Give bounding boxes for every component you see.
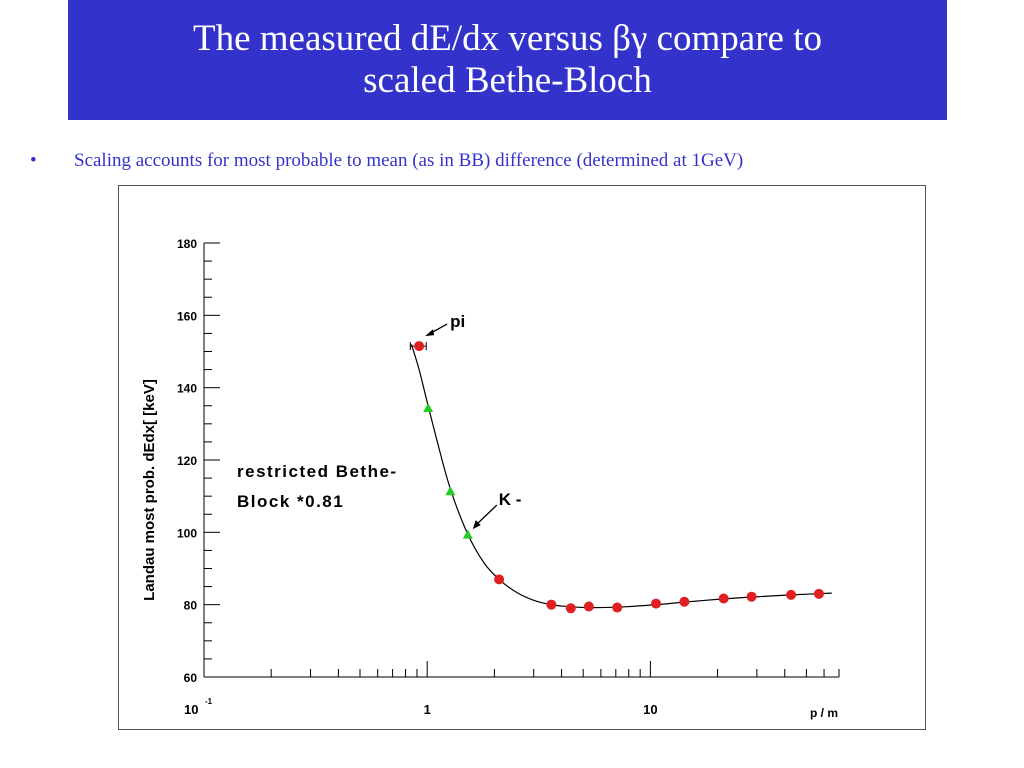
- kaon-arrow: [474, 504, 498, 527]
- curve-annotation-line-2: Block *0.81: [237, 492, 344, 511]
- x-tick-label: 10: [643, 702, 657, 717]
- pion-data-point: [813, 588, 824, 599]
- y-tick-label: 180: [177, 237, 197, 251]
- dedx-plot: 60 80 100 120 140 160 180 10 -1 1 10 pi K - restrict…: [141, 237, 840, 720]
- pion-data-point: [679, 596, 690, 607]
- y-tick-label: 140: [177, 382, 197, 396]
- kaon-data-point: [423, 403, 434, 413]
- y-tick-label: 120: [177, 454, 197, 468]
- pion-data-point: [612, 602, 623, 613]
- pion-data-point: [546, 599, 557, 610]
- y-axis-label: Landau most prob. dEdx[ [keV]: [141, 379, 158, 601]
- y-tick-label: 100: [177, 526, 197, 540]
- kaon-annotation: K -: [499, 490, 522, 509]
- slide-title-line-1: The measured dE/dx versus βγ compare to: [192, 18, 823, 59]
- plot-area: [204, 243, 839, 677]
- pion-data-point: [414, 341, 425, 352]
- kaon-arrowhead: [472, 520, 481, 530]
- curve-annotation-line-1: restricted Bethe-: [237, 462, 398, 481]
- x-tick-label-exponent: -1: [205, 697, 213, 706]
- pion-data-point: [565, 603, 576, 614]
- kaon-data-point: [462, 529, 473, 539]
- pion-data-point: [746, 591, 757, 602]
- title-banner: The measured dE/dx versus βγ compare to …: [68, 0, 947, 120]
- pion-data-point: [583, 601, 594, 612]
- x-axis-label: p / m: [810, 706, 838, 720]
- chart-frame: 60 80 100 120 140 160 180 10 -1 1 10 pi K - restrict…: [118, 185, 926, 730]
- pi-annotation: pi: [450, 312, 465, 331]
- pion-data-point: [786, 589, 797, 600]
- pion-data-point: [718, 593, 729, 604]
- bullet-text: Scaling accounts for most probable to me…: [74, 150, 744, 171]
- slide-title-line-2: scaled Bethe-Bloch: [363, 60, 652, 101]
- pion-data-point: [651, 598, 662, 609]
- x-tick-label: 1: [424, 702, 431, 717]
- kaon-data-point: [445, 486, 456, 496]
- pion-data-point: [494, 574, 505, 585]
- x-tick-label: 10: [184, 702, 198, 717]
- y-tick-label: 60: [184, 671, 198, 685]
- bullet-marker: •: [30, 150, 37, 171]
- y-tick-label: 80: [184, 599, 198, 613]
- bullet-point: • Scaling accounts for most probable to m…: [30, 150, 1020, 172]
- y-tick-label: 160: [177, 309, 197, 323]
- pi-arrowhead: [425, 329, 435, 337]
